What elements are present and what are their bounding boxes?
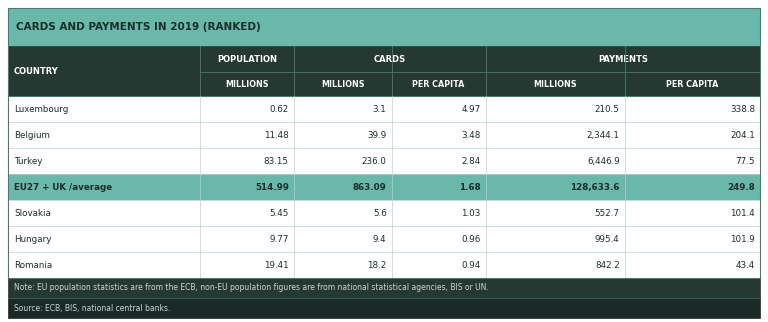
Bar <box>8 226 760 252</box>
Bar <box>8 252 760 278</box>
Text: Slovakia: Slovakia <box>14 209 51 217</box>
Text: Note: EU population statistics are from the ECB, non-EU population figures are f: Note: EU population statistics are from … <box>14 283 488 292</box>
Text: 9.4: 9.4 <box>373 234 386 243</box>
Text: 210.5: 210.5 <box>594 105 620 113</box>
Text: Belgium: Belgium <box>14 130 50 139</box>
Bar <box>8 46 760 96</box>
Text: 514.99: 514.99 <box>255 183 289 192</box>
Text: 3.1: 3.1 <box>372 105 386 113</box>
Text: 1.68: 1.68 <box>459 183 481 192</box>
Text: CARDS AND PAYMENTS IN 2019 (RANKED): CARDS AND PAYMENTS IN 2019 (RANKED) <box>16 22 261 32</box>
Text: 3.48: 3.48 <box>461 130 481 139</box>
Bar <box>8 278 760 298</box>
Text: 863.09: 863.09 <box>353 183 386 192</box>
Text: 77.5: 77.5 <box>736 156 755 166</box>
Text: 552.7: 552.7 <box>594 209 620 217</box>
Text: 101.9: 101.9 <box>730 234 755 243</box>
Bar <box>8 96 760 122</box>
Text: 0.94: 0.94 <box>462 260 481 270</box>
Text: 19.41: 19.41 <box>264 260 289 270</box>
Bar <box>8 148 760 174</box>
Text: MILLIONS: MILLIONS <box>321 80 365 89</box>
Text: CARDS: CARDS <box>373 54 406 63</box>
Text: Turkey: Turkey <box>14 156 42 166</box>
Bar <box>8 174 760 200</box>
Text: 2,344.1: 2,344.1 <box>587 130 620 139</box>
Text: Romania: Romania <box>14 260 52 270</box>
Text: 4.97: 4.97 <box>462 105 481 113</box>
Text: Source: ECB, BIS, national central banks.: Source: ECB, BIS, national central banks… <box>14 304 170 312</box>
Text: 5.6: 5.6 <box>372 209 386 217</box>
Text: EU27 + UK /average: EU27 + UK /average <box>14 183 112 192</box>
Text: 128,633.6: 128,633.6 <box>570 183 620 192</box>
Bar <box>8 298 760 318</box>
Text: 2.84: 2.84 <box>462 156 481 166</box>
Text: Hungary: Hungary <box>14 234 51 243</box>
Text: 249.8: 249.8 <box>727 183 755 192</box>
Bar <box>8 200 760 226</box>
Text: 6,446.9: 6,446.9 <box>587 156 620 166</box>
Text: 18.2: 18.2 <box>367 260 386 270</box>
Bar <box>8 122 760 148</box>
Text: 5.45: 5.45 <box>270 209 289 217</box>
Text: 236.0: 236.0 <box>362 156 386 166</box>
Text: MILLIONS: MILLIONS <box>533 80 577 89</box>
Text: 842.2: 842.2 <box>595 260 620 270</box>
Text: 0.62: 0.62 <box>270 105 289 113</box>
Text: 43.4: 43.4 <box>736 260 755 270</box>
Text: MILLIONS: MILLIONS <box>225 80 269 89</box>
Text: 0.96: 0.96 <box>462 234 481 243</box>
Text: Luxembourg: Luxembourg <box>14 105 68 113</box>
Text: 83.15: 83.15 <box>263 156 289 166</box>
Text: 101.4: 101.4 <box>730 209 755 217</box>
Text: 338.8: 338.8 <box>730 105 755 113</box>
Text: PER CAPITA: PER CAPITA <box>666 80 719 89</box>
Bar <box>8 8 760 46</box>
Text: 204.1: 204.1 <box>730 130 755 139</box>
Text: COUNTRY: COUNTRY <box>14 67 58 75</box>
Text: 39.9: 39.9 <box>367 130 386 139</box>
Text: PER CAPITA: PER CAPITA <box>412 80 465 89</box>
Text: 9.77: 9.77 <box>270 234 289 243</box>
Text: 995.4: 995.4 <box>595 234 620 243</box>
Text: 1.03: 1.03 <box>461 209 481 217</box>
Text: 11.48: 11.48 <box>264 130 289 139</box>
Text: POPULATION: POPULATION <box>217 54 276 63</box>
Text: PAYMENTS: PAYMENTS <box>598 54 647 63</box>
